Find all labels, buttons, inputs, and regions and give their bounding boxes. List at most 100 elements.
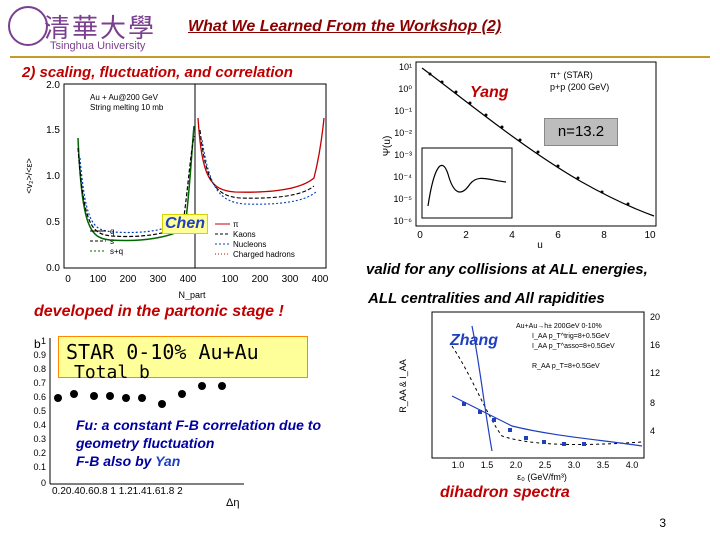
zhang-x-axis-label: ε₀ (GeV/fm³): [517, 472, 567, 482]
chen-legend-right: π: [233, 220, 239, 229]
logo-subtitle: Tsinghua University: [50, 40, 146, 52]
page-title: What We Learned From the Workshop (2): [188, 18, 502, 35]
logo-text: 清華大學: [44, 14, 157, 44]
star-y-tick: 0.7: [33, 378, 46, 388]
chen-y-tick: 1.0: [46, 171, 60, 182]
zhang-y-right-tick: 12: [650, 368, 660, 378]
chen-legend-right: Nucleons: [233, 240, 266, 249]
chen-x-tick: 200: [252, 274, 269, 285]
zhang-x-tick: 3.0: [568, 460, 581, 470]
chen-x-tick: 100: [90, 274, 107, 285]
star-y-tick: 0: [41, 478, 46, 488]
star-y-tick: 0.1: [33, 462, 46, 472]
yang-y-tick: 10⁻⁶: [394, 216, 413, 226]
n-value-box: n=13.2: [544, 118, 618, 146]
chen-legend-right: Charged hadrons: [233, 250, 295, 259]
chen-x-tick: 300: [150, 274, 167, 285]
zhang-x-tick: 1.0: [452, 460, 465, 470]
fu-note: Fu: a constant F-B correlation due to ge…: [76, 416, 406, 470]
chen-legend-right: Kaons: [233, 230, 256, 239]
star-y-tick: 0.4: [33, 420, 46, 430]
yang-x-tick: 4: [509, 230, 515, 241]
star-y-tick: 0.5: [33, 406, 46, 416]
yang-y-tick: 10⁰: [398, 84, 412, 94]
fu-prefix: Fu:: [76, 417, 98, 433]
header-divider: [10, 56, 710, 58]
zhang-legend: Au+Au→h± 200GeV 0-10%: [516, 323, 602, 330]
dihadron-label: dihadron spectra: [440, 484, 570, 501]
zhang-plot: R_AA & I_AA 20 16 12 8 4 1.0 1.5 2.0 2.5…: [398, 311, 660, 482]
fu-line-3: F-B also by Yan: [76, 452, 406, 470]
total-b-label: Total b: [74, 362, 150, 383]
yang-x-tick: 8: [601, 230, 607, 241]
chen-x-tick: 100: [222, 274, 239, 285]
valid-line-1: valid for any collisions at ALL energies…: [366, 261, 648, 278]
star-y-tick: 0.9: [33, 350, 46, 360]
star-y-axis-label: b: [34, 337, 41, 351]
zhang-y-right-tick: 4: [650, 426, 655, 436]
zhang-y-right-tick: 20: [650, 312, 660, 322]
page-number: 3: [659, 516, 666, 530]
star-y-tick: 0.3: [33, 434, 46, 444]
chen-label: Chen: [162, 214, 208, 234]
star-x-ticks: 0.20.40.60.8 1 1.21.41.61.8 2: [52, 486, 183, 497]
valid-line-2: ALL centralities and All rapidities: [368, 290, 605, 307]
yang-y-tick: 10⁻²: [394, 128, 412, 138]
fu-line-3-b: Yan: [155, 453, 181, 469]
yang-y-tick: 10⁻³: [394, 150, 412, 160]
yang-legend: π⁺ (STAR): [550, 70, 593, 80]
zhang-legend: I_AA p_T^asso=8+0.5GeV: [532, 343, 615, 350]
star-y-tick: 0.6: [33, 392, 46, 402]
yang-x-tick: 2: [463, 230, 469, 241]
chen-y-tick: 0.5: [46, 217, 60, 228]
partonic-note: developed in the partonic stage !: [34, 303, 284, 320]
yang-x-tick: 10: [644, 230, 656, 241]
star-box-label: STAR 0-10% Au+Au: [66, 340, 259, 364]
chen-legend-left: q: [110, 227, 114, 236]
zhang-y-axis-label: R_AA & I_AA: [398, 359, 408, 413]
chen-x-tick: 400: [312, 274, 329, 285]
chen-x-tick: 200: [120, 274, 137, 285]
star-plot: 1 0.9 0.8 0.7 0.6 0.5 0.4 0.3 0.2 0.1 0 …: [33, 336, 244, 509]
star-box: [58, 336, 308, 378]
star-y-tick: 0.2: [33, 448, 46, 458]
zhang-x-tick: 2.5: [539, 460, 552, 470]
star-y-tick: 0.8: [33, 364, 46, 374]
star-y-tick: 1: [41, 336, 46, 346]
zhang-y-right-tick: 16: [650, 340, 660, 350]
zhang-x-tick: 2.0: [510, 460, 523, 470]
chen-plot: 2.0 1.5 1.0 0.5 0.0 <v₂>/<ε> 0 100 200 3…: [24, 80, 329, 300]
zhang-legend: I_AA p_T^trig=8+0.5GeV: [532, 333, 610, 340]
zhang-label: Zhang: [450, 332, 498, 349]
chen-legend-top: String melting 10 mb: [90, 103, 164, 112]
chen-legend-top: Au + Au@200 GeV: [90, 93, 159, 102]
fu-line-3-a: F-B also by: [76, 453, 156, 469]
yang-y-tick: 10⁻⁴: [393, 172, 412, 182]
yang-y-axis-label: Ψ(u): [382, 136, 393, 157]
yang-y-tick: 10⁻¹: [394, 106, 412, 116]
yang-x-tick: 6: [555, 230, 561, 241]
star-x-axis-label: Δη: [226, 497, 239, 509]
chen-y-axis-label: <v₂>/<ε>: [24, 158, 34, 194]
chen-x-tick: 300: [282, 274, 299, 285]
zhang-y-right-tick: 8: [650, 398, 655, 408]
yang-y-tick: 10¹: [399, 62, 412, 72]
chen-legend-left: s+q: [110, 247, 123, 256]
zhang-x-tick: 4.0: [626, 460, 639, 470]
chen-x-axis-label: N_part: [178, 290, 206, 300]
chen-x-tick: 0: [65, 274, 71, 285]
chen-x-tick: 400: [180, 274, 197, 285]
section-title: 2) scaling, fluctuation, and correlation: [22, 64, 293, 81]
yang-legend: p+p (200 GeV): [550, 82, 609, 92]
chen-y-tick: 0.0: [46, 263, 60, 274]
chen-y-tick: 2.0: [46, 80, 60, 91]
chen-y-tick: 1.5: [46, 125, 60, 136]
yang-x-tick: 0: [417, 230, 423, 241]
zhang-x-tick: 1.5: [481, 460, 494, 470]
zhang-legend: R_AA p_T=8+0.5GeV: [532, 363, 600, 370]
fu-line-2: geometry fluctuation: [76, 435, 215, 451]
tsinghua-logo: [8, 6, 48, 46]
yang-plot: 10¹ 10⁰ 10⁻¹ 10⁻² 10⁻³ 10⁻⁴ 10⁻⁵ 10⁻⁶ Ψ(…: [382, 61, 657, 248]
fu-text: a constant F-B correlation due to: [97, 417, 322, 433]
yang-y-tick: 10⁻⁵: [394, 194, 413, 204]
